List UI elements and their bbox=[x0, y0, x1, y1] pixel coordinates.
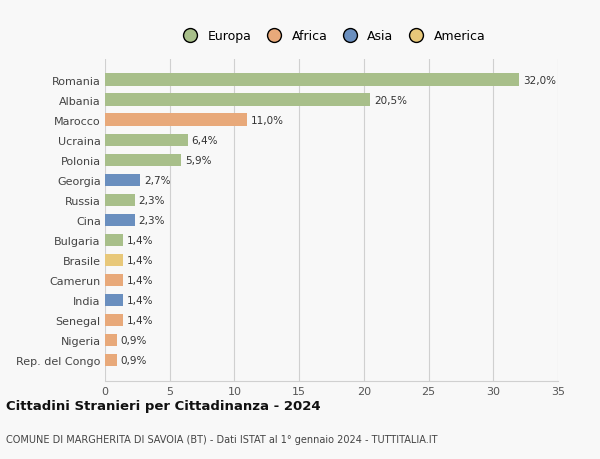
Text: COMUNE DI MARGHERITA DI SAVOIA (BT) - Dati ISTAT al 1° gennaio 2024 - TUTTITALIA: COMUNE DI MARGHERITA DI SAVOIA (BT) - Da… bbox=[6, 434, 437, 444]
Text: 5,9%: 5,9% bbox=[185, 156, 212, 165]
Text: 6,4%: 6,4% bbox=[192, 135, 218, 146]
Text: 2,3%: 2,3% bbox=[139, 215, 165, 225]
Bar bbox=[105, 334, 116, 347]
Text: 2,7%: 2,7% bbox=[144, 175, 170, 185]
Legend: Europa, Africa, Asia, America: Europa, Africa, Asia, America bbox=[175, 28, 488, 45]
Bar bbox=[105, 74, 519, 87]
Text: Cittadini Stranieri per Cittadinanza - 2024: Cittadini Stranieri per Cittadinanza - 2… bbox=[6, 399, 320, 412]
Bar bbox=[105, 214, 135, 226]
Bar bbox=[105, 294, 123, 307]
Text: 1,4%: 1,4% bbox=[127, 255, 154, 265]
Bar bbox=[105, 254, 123, 267]
Bar bbox=[105, 94, 370, 106]
Bar bbox=[105, 114, 247, 127]
Text: 0,9%: 0,9% bbox=[121, 335, 147, 345]
Bar bbox=[105, 194, 135, 207]
Text: 1,4%: 1,4% bbox=[127, 295, 154, 305]
Text: 2,3%: 2,3% bbox=[139, 196, 165, 205]
Bar bbox=[105, 174, 140, 186]
Text: 32,0%: 32,0% bbox=[523, 75, 556, 85]
Bar bbox=[105, 314, 123, 326]
Bar bbox=[105, 234, 123, 246]
Bar bbox=[105, 154, 181, 167]
Text: 0,9%: 0,9% bbox=[121, 355, 147, 365]
Text: 1,4%: 1,4% bbox=[127, 315, 154, 325]
Bar bbox=[105, 134, 188, 146]
Bar bbox=[105, 274, 123, 286]
Text: 11,0%: 11,0% bbox=[251, 115, 284, 125]
Bar bbox=[105, 354, 116, 366]
Text: 1,4%: 1,4% bbox=[127, 275, 154, 285]
Text: 1,4%: 1,4% bbox=[127, 235, 154, 245]
Text: 20,5%: 20,5% bbox=[374, 95, 407, 106]
